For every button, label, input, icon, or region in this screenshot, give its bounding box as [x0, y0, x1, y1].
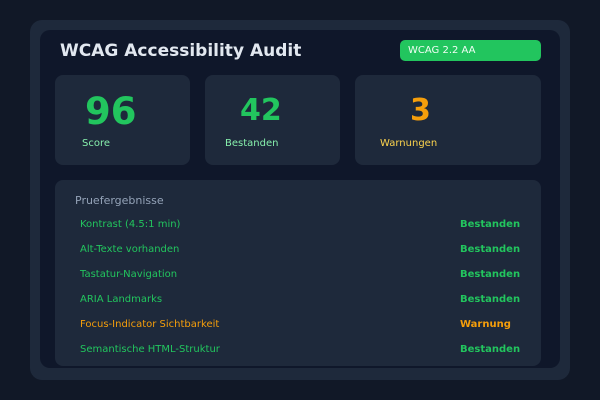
- results-panel: [55, 180, 541, 366]
- score-card: [55, 75, 190, 165]
- page-title: WCAG Accessibility Audit: [60, 41, 302, 61]
- passed-card: [205, 75, 340, 165]
- warnings-card: [355, 75, 541, 165]
- results-heading: Pruefergebnisse: [75, 194, 164, 207]
- passed-label: Bestanden: [225, 138, 279, 149]
- result-row-label: Focus-Indicator Sichtbarkeit: [80, 319, 220, 330]
- result-row-label: Alt-Texte vorhanden: [80, 244, 180, 255]
- passed-status: Bestanden: [460, 294, 521, 305]
- warning-status: Warnung: [460, 319, 511, 330]
- passed-status: Bestanden: [460, 244, 521, 255]
- standard-badge: WCAG 2.2 AA: [400, 40, 541, 61]
- warnings-value: 3: [410, 93, 431, 128]
- result-row-label: Tastatur-Navigation: [80, 269, 178, 280]
- result-row-label: Kontrast (4.5:1 min): [80, 219, 181, 230]
- passed-status: Bestanden: [460, 219, 521, 230]
- passed-status: Bestanden: [460, 269, 521, 280]
- warnings-label: Warnungen: [380, 138, 438, 149]
- passed-value: 42: [240, 93, 282, 128]
- score-label: Score: [82, 138, 111, 149]
- passed-status: Bestanden: [460, 344, 521, 355]
- score-value: 96: [85, 90, 137, 133]
- result-row-label: ARIA Landmarks: [80, 294, 163, 305]
- result-row-label: Semantische HTML-Struktur: [80, 344, 220, 355]
